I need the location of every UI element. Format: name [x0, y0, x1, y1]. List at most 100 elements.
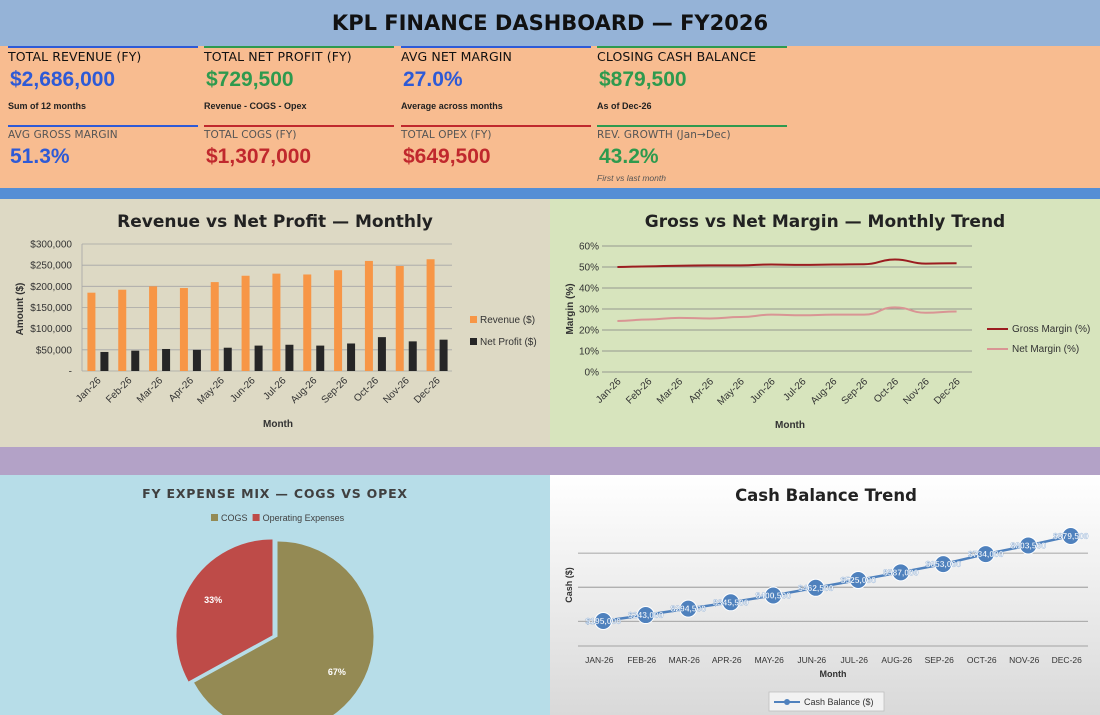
- net-profit-bar[interactable]: [377, 337, 386, 371]
- net-profit-bar[interactable]: [408, 341, 417, 371]
- y-axis-title: Amount ($): [15, 283, 26, 336]
- legend-label: Operating Expenses: [263, 513, 345, 523]
- revenue-bar[interactable]: [210, 282, 219, 371]
- cash-balance-point[interactable]: [1019, 536, 1038, 555]
- cash-balance-point[interactable]: [806, 578, 825, 597]
- revenue-bar[interactable]: [179, 288, 188, 371]
- chart-title: FY EXPENSE MIX — COGS VS OPEX: [142, 486, 408, 501]
- legend-swatch: [211, 514, 218, 521]
- y-axis-title: Cash ($): [564, 567, 574, 603]
- kpi-card-total-net-profit: TOTAL NET PROFIT (FY) $729,500 Revenue -…: [204, 46, 394, 111]
- net-profit-bar[interactable]: [162, 348, 171, 371]
- kpi-note: Average across months: [401, 101, 503, 111]
- kpi-card-avg-gross-margin: AVG GROSS MARGIN 51.3%: [8, 125, 198, 169]
- cash-balance-point[interactable]: [976, 545, 995, 564]
- revenue-vs-profit-chart[interactable]: Revenue vs Net Profit — Monthly Month Am…: [0, 199, 550, 447]
- x-tick-label: AUG-26: [881, 655, 912, 665]
- kpi-accent-bar: [8, 46, 198, 48]
- margin-series-line[interactable]: [617, 258, 957, 268]
- y-tick-label: 10%: [579, 347, 599, 358]
- x-tick-label: Apr-26: [167, 375, 196, 404]
- x-tick-label: JUL-26: [841, 655, 869, 665]
- cash-data-label: $653,000: [926, 559, 962, 569]
- revenue-bar[interactable]: [426, 259, 435, 371]
- kpi-accent-bar: [204, 46, 394, 48]
- net-profit-bar[interactable]: [131, 350, 140, 371]
- kpi-value: $1,307,000: [206, 145, 312, 168]
- margin-chart-panel[interactable]: Gross vs Net Margin — Monthly Trend Mont…: [550, 199, 1100, 447]
- x-axis-title: Month: [263, 419, 293, 430]
- net-profit-bar[interactable]: [192, 349, 201, 371]
- kpi-card-total-cogs: TOTAL COGS (FY) $1,307,000: [204, 125, 394, 169]
- net-profit-bar[interactable]: [347, 343, 356, 371]
- cash-balance-point[interactable]: [721, 593, 740, 612]
- x-tick-label: Mar-26: [655, 376, 685, 406]
- kpi-accent-bar: [8, 125, 198, 127]
- cash-data-label: $803,500: [1011, 540, 1047, 550]
- cash-balance-point[interactable]: [679, 599, 698, 618]
- cash-balance-point[interactable]: [849, 571, 868, 590]
- revenue-bar[interactable]: [272, 273, 281, 371]
- x-tick-label: Oct-26: [352, 375, 381, 404]
- revenue-bar[interactable]: [149, 286, 158, 371]
- cash-balance-point[interactable]: [934, 555, 953, 574]
- kpi-card-rev-growth: REV. GROWTH (Jan→Dec) 43.2% First vs las…: [597, 125, 787, 183]
- x-tick-label: Apr-26: [687, 376, 716, 405]
- cash-balance-point[interactable]: [1061, 527, 1080, 545]
- net-profit-bar[interactable]: [439, 339, 448, 371]
- revenue-bar[interactable]: [395, 266, 404, 371]
- legend-box: [768, 691, 885, 712]
- net-profit-bar[interactable]: [223, 347, 232, 371]
- legend-marker: [784, 699, 790, 705]
- x-tick-label: Feb-26: [104, 375, 134, 405]
- cash-balance-chart-panel[interactable]: Cash Balance Trend Month Cash ($) $195,0…: [550, 475, 1100, 715]
- x-tick-label: May-26: [196, 375, 228, 407]
- expense-mix-pie-chart[interactable]: FY EXPENSE MIX — COGS VS OPEX COGS Operat…: [0, 475, 550, 715]
- revenue-bar[interactable]: [241, 275, 250, 371]
- x-tick-label: Nov-26: [901, 376, 932, 407]
- legend-label: Cash Balance ($): [804, 697, 874, 707]
- revenue-bar[interactable]: [364, 260, 373, 371]
- y-tick-label: $150,000: [30, 303, 72, 314]
- revenue-bar[interactable]: [334, 270, 343, 371]
- kpi-label: AVG NET MARGIN: [401, 49, 512, 64]
- cash-balance-point[interactable]: [891, 563, 910, 582]
- cash-data-label: $195,000: [586, 616, 622, 626]
- x-tick-label: Jun-26: [748, 376, 778, 406]
- chart-title: Revenue vs Net Profit — Monthly: [117, 212, 433, 232]
- cash-balance-point[interactable]: [636, 606, 655, 625]
- revenue-bar[interactable]: [118, 289, 127, 371]
- expense-mix-chart-panel[interactable]: FY EXPENSE MIX — COGS VS OPEX COGS Operat…: [0, 475, 550, 715]
- pie-data-label: 67%: [328, 667, 346, 677]
- revenue-bar[interactable]: [303, 274, 312, 371]
- net-profit-bar[interactable]: [100, 351, 109, 371]
- net-profit-bar[interactable]: [316, 345, 325, 371]
- cash-balance-point[interactable]: [764, 586, 783, 605]
- legend-swatch: [252, 514, 260, 521]
- net-profit-bar[interactable]: [254, 345, 263, 371]
- section-divider: [0, 447, 1100, 475]
- cash-balance-trend-chart[interactable]: Cash Balance Trend Month Cash ($) $195,0…: [550, 475, 1100, 715]
- cash-data-label: $587,000: [883, 567, 919, 577]
- gross-vs-net-margin-chart[interactable]: Gross vs Net Margin — Monthly Trend Mont…: [550, 199, 1100, 447]
- pie-slice[interactable]: [194, 541, 374, 715]
- y-tick-label: $200,000: [30, 282, 72, 293]
- kpi-label: CLOSING CASH BALANCE: [597, 49, 757, 64]
- kpi-accent-bar: [401, 46, 591, 48]
- x-tick-label: Aug-26: [809, 376, 840, 407]
- net-profit-bar[interactable]: [285, 344, 294, 371]
- pie-slice[interactable]: [176, 539, 273, 682]
- legend-label: Gross Margin (%): [1012, 324, 1090, 335]
- x-tick-label: Sep-26: [320, 375, 351, 406]
- x-tick-label: JAN-26: [585, 655, 614, 665]
- x-axis-title: Month: [820, 669, 847, 679]
- kpi-accent-bar: [204, 125, 394, 127]
- revenue-chart-panel[interactable]: Revenue vs Net Profit — Monthly Month Am…: [0, 199, 550, 447]
- x-tick-label: Nov-26: [381, 375, 412, 406]
- kpi-label: TOTAL OPEX (FY): [401, 129, 492, 141]
- margin-series-line[interactable]: [617, 306, 957, 322]
- kpi-accent-bar: [401, 125, 591, 127]
- y-tick-label: $300,000: [30, 240, 72, 251]
- cash-balance-point[interactable]: [594, 612, 613, 630]
- revenue-bar[interactable]: [87, 292, 96, 371]
